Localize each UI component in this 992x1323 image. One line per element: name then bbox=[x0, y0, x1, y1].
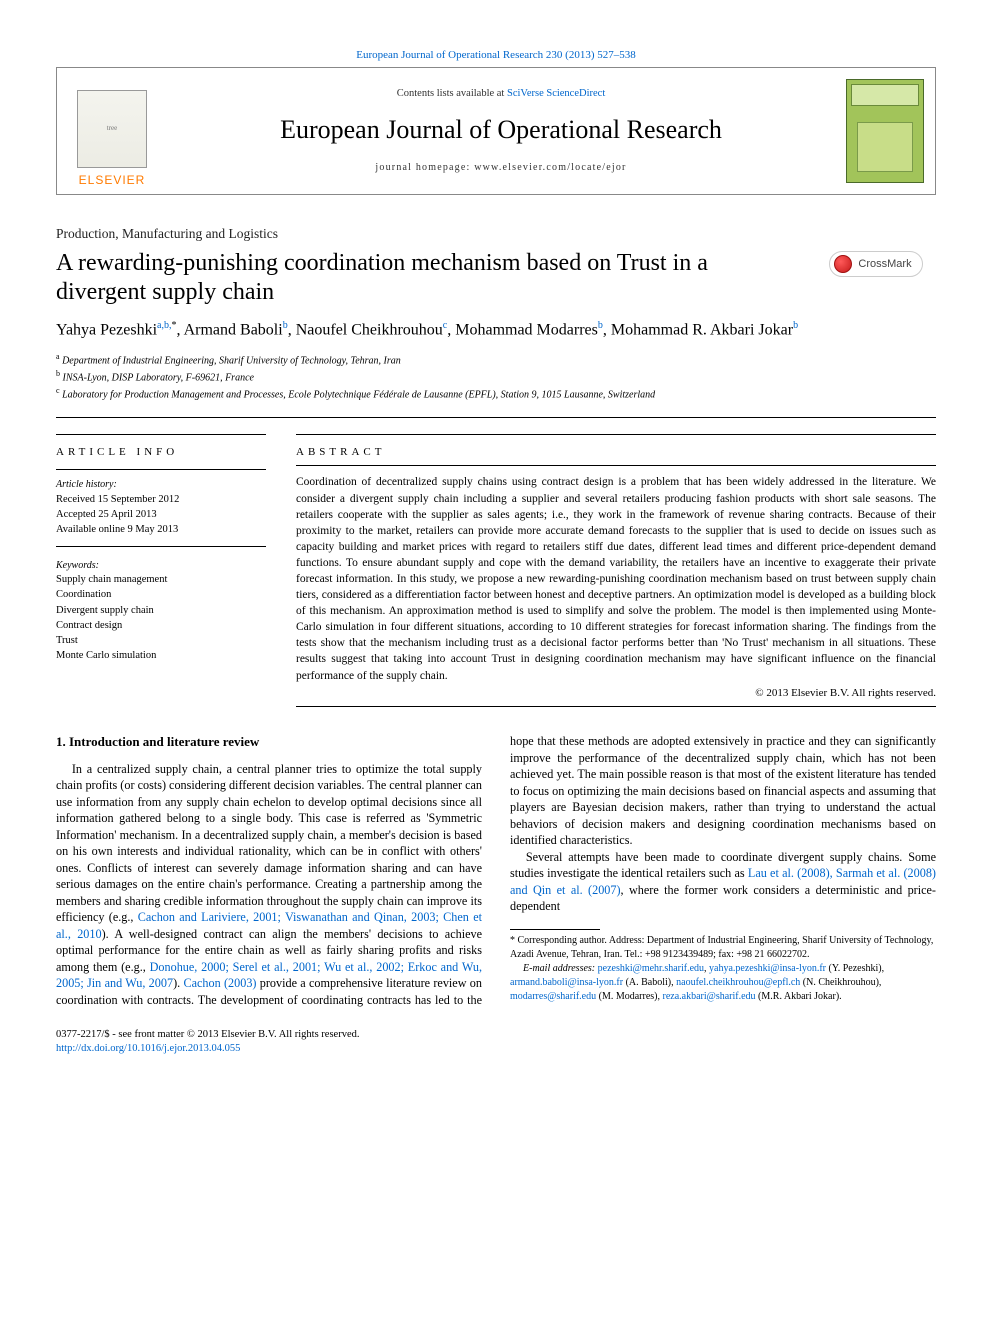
corresp-text: Corresponding author. Address: Departmen… bbox=[510, 935, 933, 960]
author-1: Yahya Pezeshki bbox=[56, 321, 157, 338]
journal-header: tree ELSEVIER Contents lists available a… bbox=[56, 67, 936, 195]
affiliations: a Department of Industrial Engineering, … bbox=[56, 351, 936, 403]
article-info-heading: ARTICLE INFO bbox=[56, 445, 266, 460]
name-1: (Y. Pezeshki), bbox=[826, 963, 884, 974]
publisher-name: ELSEVIER bbox=[79, 172, 146, 188]
name-4: (M. Modarres), bbox=[596, 991, 662, 1002]
email-modarres[interactable]: modarres@sharif.edu bbox=[510, 991, 596, 1002]
email-jokar[interactable]: reza.akbari@sharif.edu bbox=[663, 991, 756, 1002]
section-1-heading: 1. Introduction and literature review bbox=[56, 733, 482, 751]
abstract-copyright: © 2013 Elsevier B.V. All rights reserved… bbox=[296, 686, 936, 701]
cover-thumb-cell bbox=[835, 68, 935, 194]
sciencedirect-link[interactable]: SciVerse ScienceDirect bbox=[507, 88, 605, 99]
name-2: (A. Baboli), bbox=[623, 977, 676, 988]
issue-citation-link[interactable]: European Journal of Operational Research… bbox=[356, 49, 636, 61]
footer-front-matter: 0377-2217/$ - see front matter © 2013 El… bbox=[56, 1028, 936, 1042]
email-pezeshki-1[interactable]: pezeshki@mehr.sharif.edu bbox=[598, 963, 704, 974]
crossmark-label: CrossMark bbox=[858, 257, 911, 272]
homepage-prefix: journal homepage: bbox=[375, 162, 474, 173]
ref-link-cachon-2003[interactable]: Cachon (2003) bbox=[183, 976, 256, 990]
issue-citation: European Journal of Operational Research… bbox=[56, 48, 936, 63]
author-1-affil[interactable]: a,b, bbox=[157, 320, 171, 331]
email-baboli[interactable]: armand.baboli@insa-lyon.fr bbox=[510, 977, 623, 988]
doi-link[interactable]: http://dx.doi.org/10.1016/j.ejor.2013.04… bbox=[56, 1043, 240, 1054]
journal-homepage-line: journal homepage: www.elsevier.com/locat… bbox=[175, 161, 827, 175]
journal-cover-thumb[interactable] bbox=[846, 79, 924, 183]
affiliation-c: Laboratory for Production Management and… bbox=[62, 390, 655, 401]
corresponding-author-note: * Corresponding author. Address: Departm… bbox=[510, 934, 936, 962]
abstract-heading: ABSTRACT bbox=[296, 445, 936, 460]
body-p1b-mid2: ). bbox=[173, 976, 183, 990]
contents-prefix: Contents lists available at bbox=[397, 88, 507, 99]
publisher-logo-cell: tree ELSEVIER bbox=[57, 68, 167, 194]
crossmark-widget[interactable]: CrossMark bbox=[816, 251, 936, 278]
keyword-0: Supply chain management bbox=[56, 572, 266, 587]
elsevier-tree-icon: tree bbox=[77, 90, 147, 168]
keyword-3: Contract design bbox=[56, 618, 266, 633]
author-5: , Mohammad R. Akbari Jokar bbox=[603, 321, 793, 338]
history-accepted: Accepted 25 April 2013 bbox=[56, 507, 266, 522]
body-p1a: In a centralized supply chain, a central… bbox=[56, 762, 482, 908]
affiliation-b: INSA-Lyon, DISP Laboratory, F-69621, Fra… bbox=[63, 372, 254, 383]
author-3: , Naoufel Cheikhrouhou bbox=[288, 321, 443, 338]
keyword-4: Trust bbox=[56, 633, 266, 648]
journal-title: European Journal of Operational Research bbox=[175, 112, 827, 147]
crossmark-icon bbox=[834, 255, 852, 273]
author-5-affil[interactable]: b bbox=[793, 320, 798, 331]
article-body: 1. Introduction and literature review In… bbox=[56, 733, 936, 1008]
keyword-5: Monte Carlo simulation bbox=[56, 648, 266, 663]
homepage-url[interactable]: www.elsevier.com/locate/ejor bbox=[474, 162, 626, 173]
authors-line: Yahya Pezeshkia,b,*, Armand Babolib, Nao… bbox=[56, 319, 936, 341]
email-label: E-mail addresses: bbox=[523, 963, 598, 974]
name-3: (N. Cheikhrouhou), bbox=[800, 977, 881, 988]
affiliation-a: Department of Industrial Engineering, Sh… bbox=[62, 355, 401, 366]
contents-available-line: Contents lists available at SciVerse Sci… bbox=[175, 87, 827, 101]
history-online: Available online 9 May 2013 bbox=[56, 522, 266, 537]
history-label: Article history: bbox=[56, 478, 266, 492]
email-pezeshki-2[interactable]: yahya.pezeshki@insa-lyon.fr bbox=[709, 963, 826, 974]
page-footer: 0377-2217/$ - see front matter © 2013 El… bbox=[56, 1028, 936, 1056]
history-received: Received 15 September 2012 bbox=[56, 492, 266, 507]
abstract-text: Coordination of decentralized supply cha… bbox=[296, 474, 936, 683]
article-section-label: Production, Manufacturing and Logistics bbox=[56, 225, 936, 243]
keyword-2: Divergent supply chain bbox=[56, 603, 266, 618]
author-2: , Armand Baboli bbox=[176, 321, 282, 338]
article-title: A rewarding-punishing coordination mecha… bbox=[56, 249, 804, 307]
keywords-label: Keywords: bbox=[56, 559, 266, 573]
keyword-1: Coordination bbox=[56, 587, 266, 602]
email-cheikhrouhou[interactable]: naoufel.cheikhrouhou@epfl.ch bbox=[676, 977, 800, 988]
name-5: (M.R. Akbari Jokar). bbox=[756, 991, 842, 1002]
author-4: , Mohammad Modarres bbox=[447, 321, 598, 338]
